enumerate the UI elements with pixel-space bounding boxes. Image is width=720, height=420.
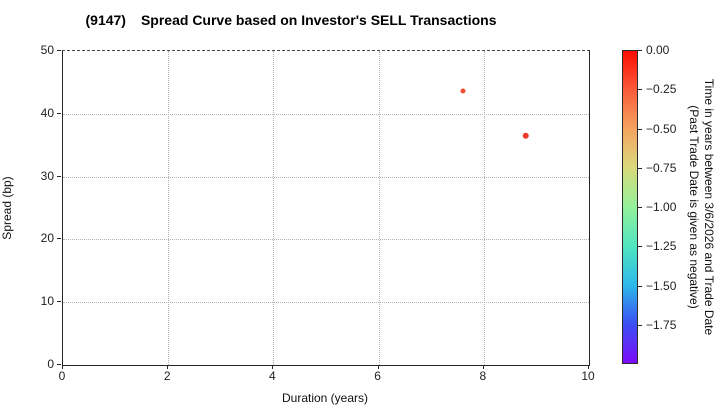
gridline-vertical xyxy=(168,51,170,365)
y-tick-mark xyxy=(57,50,61,51)
colorbar-tick-label: −1.25 xyxy=(646,239,677,254)
y-tick-label: 20 xyxy=(40,231,54,246)
x-tick-mark xyxy=(272,365,274,369)
chart-title-text: Spread Curve based on Investor's SELL Tr… xyxy=(140,12,497,28)
y-tick-mark xyxy=(57,175,61,177)
y-tick-label: 0 xyxy=(47,357,54,371)
x-tick-mark xyxy=(588,365,589,369)
scatter-point xyxy=(460,88,466,94)
x-tick-mark xyxy=(377,365,379,369)
x-axis-label: Duration (years) xyxy=(281,391,369,405)
colorbar-tick-label: −0.75 xyxy=(646,160,677,175)
y-tick-label: 30 xyxy=(40,168,54,183)
colorbar xyxy=(622,50,638,364)
gridline-horizontal xyxy=(63,113,589,115)
colorbar-tick-mark xyxy=(638,89,642,91)
colorbar-label-line2: (Past Trade Date is given as negative) xyxy=(687,105,701,309)
colorbar-tick-label: −0.25 xyxy=(646,82,677,97)
x-tick-mark xyxy=(167,365,169,369)
x-tick-mark xyxy=(482,365,484,369)
x-tick-mark xyxy=(62,365,63,369)
colorbar-tick-mark xyxy=(638,128,642,130)
gridline-vertical xyxy=(483,51,485,365)
x-tick-label: 6 xyxy=(374,369,381,383)
chart-title: (9147) Spread Curve based on Investor's S… xyxy=(0,12,582,28)
plot-area xyxy=(62,50,590,366)
gridline-vertical xyxy=(273,51,275,365)
colorbar-tick-mark xyxy=(638,285,642,287)
y-tick-mark xyxy=(57,301,61,303)
y-tick-label: 40 xyxy=(40,105,54,120)
colorbar-label: Time in years between 3/6/2026 and Trade… xyxy=(686,42,716,372)
gridline-horizontal xyxy=(63,176,589,178)
y-tick-mark xyxy=(57,364,61,365)
colorbar-tick-mark xyxy=(638,50,642,51)
ticker-code: (9147) xyxy=(85,12,126,28)
gridline-horizontal xyxy=(63,302,589,304)
x-tick-label: 0 xyxy=(58,369,66,383)
colorbar-tick-label: 0.00 xyxy=(646,43,670,57)
colorbar-label-line1: Time in years between 3/6/2026 and Trade… xyxy=(702,78,716,336)
colorbar-tick-label: −1.00 xyxy=(646,200,677,214)
x-tick-label: 4 xyxy=(269,369,276,383)
colorbar-tick-mark xyxy=(638,167,642,169)
gridline-vertical xyxy=(378,51,380,365)
y-axis-label: Spread (bp) xyxy=(0,176,14,240)
colorbar-tick-label: −1.50 xyxy=(646,278,677,293)
scatter-point xyxy=(522,132,530,140)
y-tick-mark xyxy=(57,238,61,240)
colorbar-tick-label: −1.75 xyxy=(646,317,677,332)
x-tick-label: 8 xyxy=(479,369,487,383)
gridline-horizontal xyxy=(63,239,589,241)
colorbar-tick-mark xyxy=(638,246,642,248)
y-tick-label: 50 xyxy=(40,43,54,57)
colorbar-tick-mark xyxy=(638,207,642,208)
y-tick-mark xyxy=(57,112,61,114)
colorbar-tick-mark xyxy=(638,324,642,326)
y-tick-label: 10 xyxy=(40,294,54,309)
x-tick-label: 2 xyxy=(163,369,171,383)
colorbar-tick-label: −0.50 xyxy=(646,121,677,136)
x-tick-label: 10 xyxy=(581,369,595,383)
